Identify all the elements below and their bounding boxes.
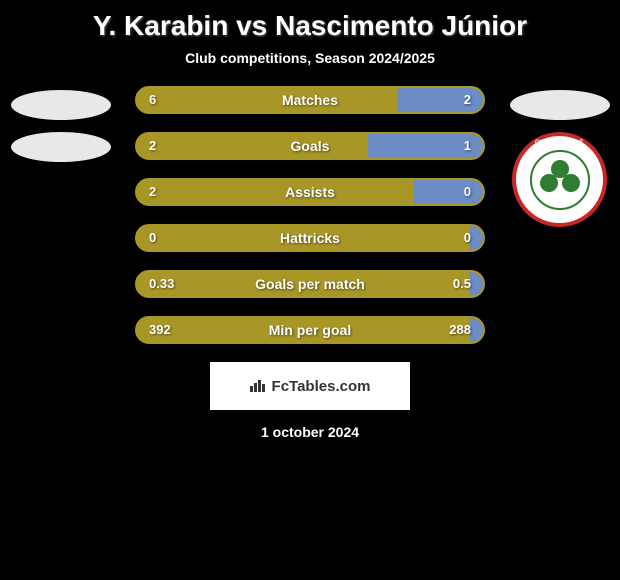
stat-label: Matches <box>137 88 483 112</box>
shamrock-icon <box>540 160 580 200</box>
stat-bar-row: 2Goals1 <box>135 132 485 160</box>
chart-icon <box>250 378 266 395</box>
stats-area: CLIFTONVILLE 6Matches22Goals12Assists00H… <box>0 86 620 344</box>
badge-text: CLIFTONVILLE <box>516 140 603 146</box>
left-team-logos <box>8 78 113 174</box>
page-subtitle: Club competitions, Season 2024/2025 <box>0 50 620 66</box>
stat-label: Assists <box>137 180 483 204</box>
watermark-text: FcTables.com <box>272 378 371 395</box>
date-label: 1 october 2024 <box>0 424 620 440</box>
stat-value-right: 288 <box>449 318 471 342</box>
stat-value-right: 0 <box>464 180 471 204</box>
player-logo-placeholder <box>11 90 111 120</box>
stat-label: Goals <box>137 134 483 158</box>
club-logo-placeholder <box>11 132 111 162</box>
stat-value-right: 2 <box>464 88 471 112</box>
stat-label: Goals per match <box>137 272 483 296</box>
stat-value-right: 0 <box>464 226 471 250</box>
stat-value-right: 1 <box>464 134 471 158</box>
stat-bars: 6Matches22Goals12Assists00Hattricks00.33… <box>135 86 485 344</box>
stat-bar-row: 0.33Goals per match0.5 <box>135 270 485 298</box>
stat-bar-row: 2Assists0 <box>135 178 485 206</box>
stat-label: Min per goal <box>137 318 483 342</box>
stat-bar-row: 0Hattricks0 <box>135 224 485 252</box>
club-badge: CLIFTONVILLE <box>512 132 607 227</box>
player-logo-placeholder <box>510 90 610 120</box>
club-badge-inner <box>530 150 590 210</box>
stat-bar-row: 392Min per goal288 <box>135 316 485 344</box>
stat-bar-row: 6Matches2 <box>135 86 485 114</box>
watermark: FcTables.com <box>210 362 410 410</box>
right-team-logos: CLIFTONVILLE <box>507 78 612 227</box>
stat-label: Hattricks <box>137 226 483 250</box>
comparison-container: Y. Karabin vs Nascimento Júnior Club com… <box>0 0 620 440</box>
page-title: Y. Karabin vs Nascimento Júnior <box>0 10 620 42</box>
stat-value-right: 0.5 <box>453 272 471 296</box>
